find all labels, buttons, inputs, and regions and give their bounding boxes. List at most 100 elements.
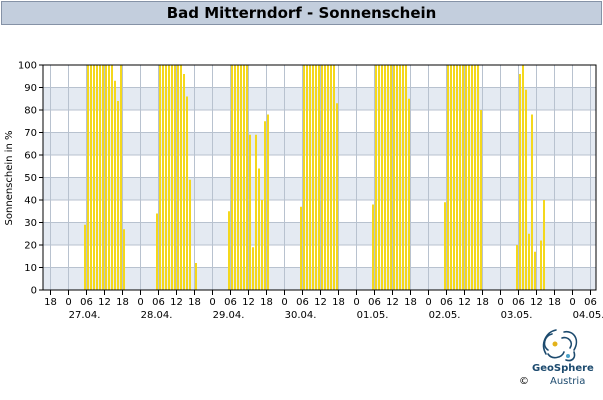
x-axis: 18 0 06 12 18 0 06 12 18 0 06 12 18 0 06 12 18 0 06 12 18 0 06… [42, 64, 603, 321]
sunshine-bar [387, 65, 389, 290]
sunshine-bar [120, 65, 122, 290]
sunshine-bar [102, 65, 104, 290]
sunshine-bar [456, 65, 458, 290]
sunshine-bar [525, 89, 527, 290]
sunshine-bar [333, 65, 335, 290]
sunshine-bar [87, 65, 89, 290]
sunshine-bar [117, 101, 119, 290]
x-tick-label: 06 [296, 297, 309, 308]
sunshine-bar [243, 65, 245, 290]
x-tick-label: 0 [209, 297, 215, 308]
sunshine-bar [336, 103, 338, 290]
sunshine-bar [186, 96, 188, 290]
sunshine-bar [474, 65, 476, 290]
sunshine-bar [156, 213, 158, 290]
x-date-label: 27.04. [69, 310, 101, 321]
sunshine-bar [399, 65, 401, 290]
sunshine-bar [309, 65, 311, 290]
sunshine-bar [267, 114, 269, 290]
sunshine-bar [543, 200, 545, 290]
sunshine-bar [312, 65, 314, 290]
x-tick-label: 18 [476, 297, 489, 308]
y-tick-label: 50 [24, 173, 37, 184]
sunshine-bar [393, 65, 395, 290]
sunshine-bar [231, 65, 233, 290]
sunshine-bar [171, 65, 173, 290]
sunshine-bar [252, 247, 254, 290]
sunshine-bar [459, 65, 461, 290]
x-tick-label: 12 [98, 297, 111, 308]
sunshine-bar [396, 65, 398, 290]
x-tick-label: 18 [404, 297, 417, 308]
sunshine-bar [465, 65, 467, 290]
sunshine-bar [183, 74, 185, 290]
sunshine-bar [123, 229, 125, 290]
y-tick-label: 90 [24, 83, 37, 94]
sunshine-bar [321, 65, 323, 290]
y-tick-label: 100 [18, 61, 37, 72]
x-tick-label: 06 [152, 297, 165, 308]
y-tick-label: 70 [24, 128, 37, 139]
sunshine-bar [255, 134, 257, 290]
sunshine-bar [105, 65, 107, 290]
sunshine-bar [159, 65, 161, 290]
sunshine-bar [246, 65, 248, 290]
x-tick-label: 06 [584, 297, 597, 308]
sunshine-bar [480, 110, 482, 290]
x-tick-label: 0 [65, 297, 71, 308]
y-tick-label: 30 [24, 218, 37, 229]
x-tick-label: 06 [80, 297, 93, 308]
x-date-label: 03.05. [501, 310, 533, 321]
sunshine-bar [240, 65, 242, 290]
y-tick-label: 10 [24, 263, 37, 274]
sunshine-bar [378, 65, 380, 290]
sunshine-bar [516, 245, 518, 290]
sunshine-bar [471, 65, 473, 290]
sunshine-bar [180, 65, 182, 290]
sunshine-bar [381, 65, 383, 290]
sunshine-bar [390, 65, 392, 290]
x-tick-label: 0 [137, 297, 143, 308]
x-tick-label: 0 [281, 297, 287, 308]
chart-title: Bad Mitterndorf - Sonnenschein [1, 1, 602, 25]
sunshine-bar [168, 65, 170, 290]
sunshine-bar [528, 233, 530, 290]
x-tick-label: 06 [224, 297, 237, 308]
sunshine-bar [108, 65, 110, 290]
sunshine-bar [477, 65, 479, 290]
copyright-symbol: © [519, 376, 529, 387]
sunshine-bar [261, 200, 263, 290]
x-date-label: 02.05. [429, 310, 461, 321]
sunshine-bar [303, 65, 305, 290]
y-tick-label: 20 [24, 241, 37, 252]
sunshine-bar [540, 240, 542, 290]
sunshine-bar [189, 179, 191, 290]
x-date-label: 04.05. [573, 310, 603, 321]
bars [84, 65, 545, 290]
y-axis: 0 10 20 30 40 50 60 70 80 90 100 [18, 61, 43, 297]
sunshine-bar [177, 65, 179, 290]
sunshine-bar [315, 65, 317, 290]
sunshine-bar [306, 65, 308, 290]
plot-frame [42, 64, 597, 291]
x-tick-label: 0 [497, 297, 503, 308]
sunshine-bar [318, 65, 320, 290]
sunshine-bar [444, 202, 446, 290]
sunshine-bar [468, 65, 470, 290]
y-tick-label: 80 [24, 106, 37, 117]
x-tick-label: 18 [260, 297, 273, 308]
x-date-label: 29.04. [213, 310, 245, 321]
x-date-label: 28.04. [141, 310, 173, 321]
sunshine-bar [84, 224, 86, 290]
sunshine-bar [405, 65, 407, 290]
x-tick-label: 12 [458, 297, 471, 308]
sunshine-bar [375, 65, 377, 290]
sunshine-bar [249, 134, 251, 290]
sunshine-bar [111, 65, 113, 290]
y-tick-label: 0 [31, 286, 37, 297]
x-tick-label: 06 [440, 297, 453, 308]
x-tick-label: 0 [569, 297, 575, 308]
x-tick-label: 12 [242, 297, 255, 308]
x-tick-label: 06 [368, 297, 381, 308]
